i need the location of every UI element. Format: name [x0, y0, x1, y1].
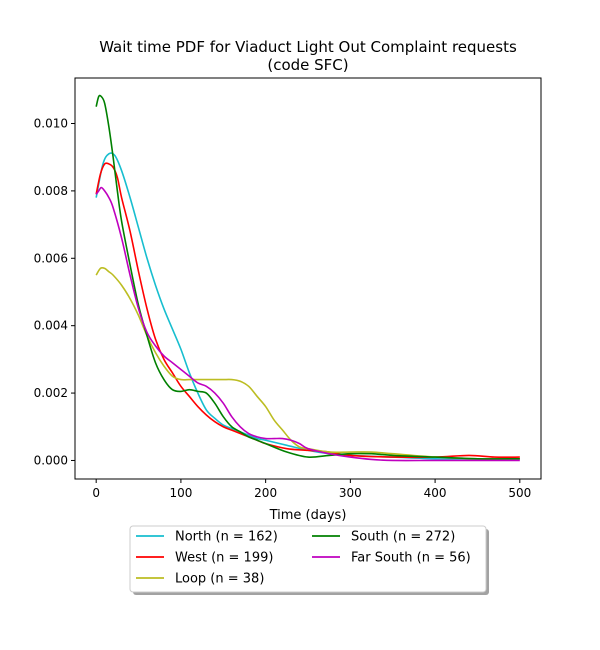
y-tick-label: 0.006	[34, 251, 68, 265]
x-tick-label: 400	[424, 486, 447, 500]
x-tick-label: 0	[92, 486, 100, 500]
y-axis-ticks: 0.000 0.002 0.004 0.006 0.008 0.010	[34, 116, 75, 467]
legend-label-2: Loop (n = 38)	[175, 572, 264, 587]
legend-box	[129, 525, 487, 593]
plot-lines	[95, 94, 520, 462]
legend-label-0: North (n = 162)	[175, 530, 278, 545]
x-axis-label: Time (days)	[269, 508, 347, 523]
y-tick-label: 0.004	[34, 319, 68, 333]
series-line-0	[95, 152, 520, 460]
legend-label-3: South (n = 272)	[351, 530, 455, 545]
x-tick-label: 200	[254, 486, 277, 500]
legend: North (n = 162) West (n = 199) Loop (n = 3…	[129, 525, 489, 595]
series-line-3	[95, 94, 520, 460]
legend-label-1: West (n = 199)	[175, 551, 273, 566]
x-tick-label: 500	[508, 486, 531, 500]
y-tick-label: 0.008	[34, 184, 68, 198]
x-tick-label: 100	[169, 486, 192, 500]
chart-title-line2: (code SFC)	[267, 56, 348, 74]
chart-title-line1: Wait time PDF for Viaduct Light Out Comp…	[99, 38, 517, 56]
y-tick-label: 0.000	[34, 453, 68, 467]
x-tick-label: 300	[339, 486, 362, 500]
legend-label-4: Far South (n = 56)	[351, 551, 471, 566]
y-tick-label: 0.002	[34, 386, 68, 400]
plot-frame	[74, 77, 542, 480]
y-tick-label: 0.010	[34, 116, 68, 130]
x-axis-ticks: 0 100 200 300 400 500	[92, 479, 531, 500]
series-line-2	[95, 266, 520, 460]
series-line-4	[95, 186, 520, 462]
series-line-1	[95, 162, 520, 459]
